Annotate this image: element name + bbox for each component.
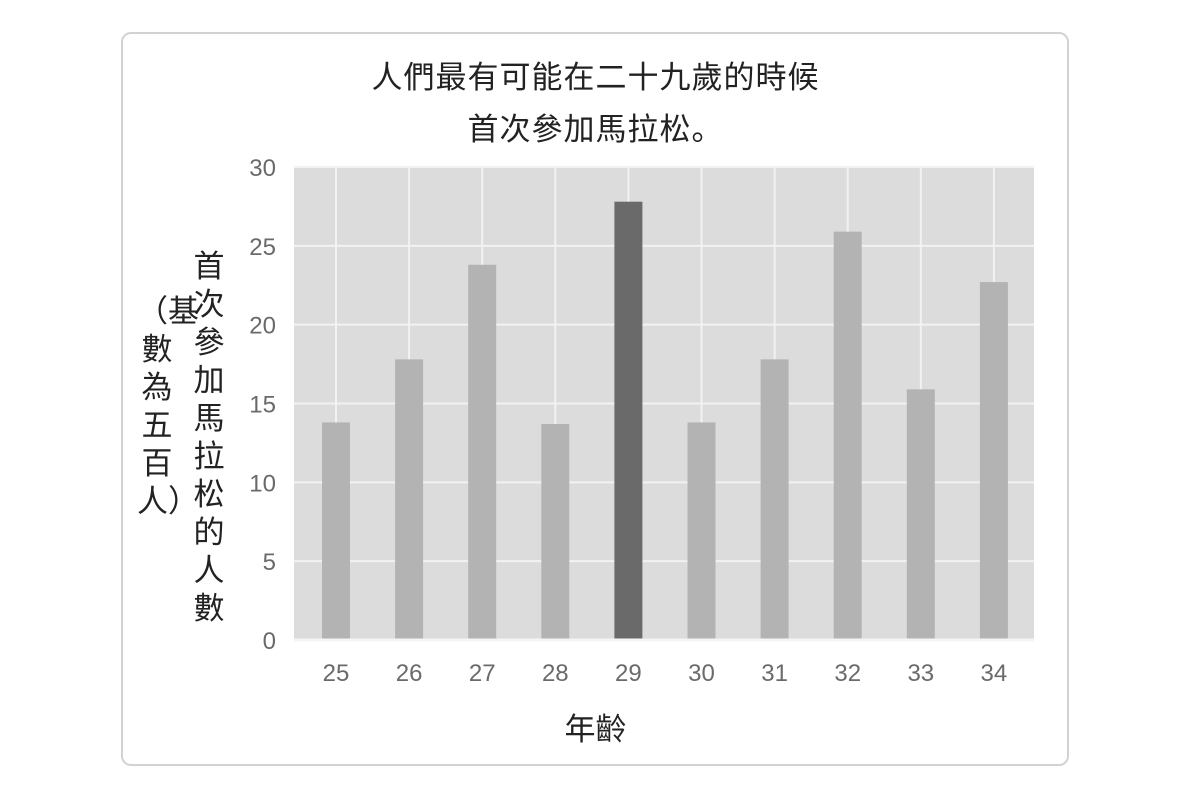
x-tick-label-28: 28 xyxy=(542,660,569,687)
y-tick-label-6: 30 xyxy=(249,155,276,182)
x-tick-label-32: 32 xyxy=(834,660,861,687)
bar-27 xyxy=(468,264,497,640)
bar-33 xyxy=(906,389,935,640)
chart-title-line1: 人們最有可能在二十九歲的時候 xyxy=(371,60,820,96)
bar-32 xyxy=(833,231,862,641)
x-tick-label-29: 29 xyxy=(615,660,642,687)
x-tick-label-25: 25 xyxy=(323,660,350,687)
bar-30 xyxy=(687,422,716,640)
x-tick-label-27: 27 xyxy=(469,660,496,687)
y-tick-label-4: 20 xyxy=(249,313,276,340)
x-tick-label-31: 31 xyxy=(761,660,788,687)
x-axis-label: 年齡 xyxy=(564,712,627,748)
x-tick-label-33: 33 xyxy=(907,660,934,687)
bar-25 xyxy=(322,422,350,640)
bar-28 xyxy=(541,423,570,640)
x-tick-label-30: 30 xyxy=(688,660,715,687)
y-tick-label-0: 0 xyxy=(263,628,276,655)
bar-26 xyxy=(395,359,424,640)
bar-31 xyxy=(760,359,789,640)
y-tick-label-1: 5 xyxy=(263,549,276,576)
y-axis-label: 首次參加馬拉松的人數 xyxy=(193,249,225,627)
x-tick-label-34: 34 xyxy=(981,660,1008,687)
y-tick-label-5: 25 xyxy=(249,234,276,261)
y-tick-label-2: 10 xyxy=(249,470,276,497)
bar-34 xyxy=(979,282,1008,640)
y-tick-label-3: 15 xyxy=(249,392,276,419)
bar-29 xyxy=(614,201,643,641)
chart-title-line2: 首次參加馬拉松。 xyxy=(467,112,724,148)
x-tick-label-26: 26 xyxy=(396,660,423,687)
